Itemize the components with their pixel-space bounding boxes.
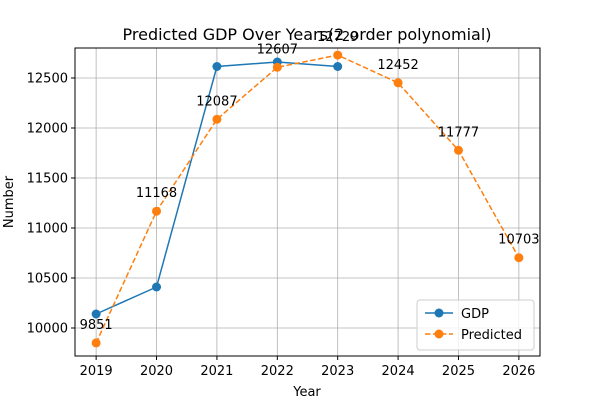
x-tick-label: 2022: [261, 364, 294, 379]
grid: [75, 48, 540, 356]
data-point-gdp: [212, 62, 222, 71]
series-line-predicted: [95, 54, 520, 344]
x-axis-label: Year: [292, 385, 321, 400]
legend: GDP Predicted: [416, 299, 535, 351]
series-layer: [91, 50, 524, 348]
data-label: 12452: [377, 58, 418, 73]
x-tick-label: 2024: [382, 364, 415, 379]
y-tick-label: 11000: [27, 222, 68, 237]
data-point-gdp: [152, 282, 162, 292]
x-tick-label: 2026: [502, 364, 535, 379]
x-tick-label: 2023: [321, 364, 354, 379]
data-point-predicted: [514, 253, 524, 263]
x-axis: 2019 2020 2021 2022 2023 2024 2025 2026: [80, 356, 535, 379]
data-label: 12729: [317, 30, 358, 45]
legend-marker-predicted: [434, 329, 444, 339]
plot-frame: [74, 47, 541, 357]
data-point-predicted: [212, 114, 222, 124]
data-label: 10703: [498, 233, 539, 248]
data-point-gdp: [91, 309, 101, 319]
data-label: 9851: [80, 318, 113, 333]
data-labels: 9851 11168 12087 12607 12729 12452 11777 10703: [80, 30, 540, 333]
y-tick-label: 11500: [27, 172, 68, 187]
y-tick-label: 10000: [27, 322, 68, 337]
legend-label-predicted: Predicted: [461, 328, 522, 343]
y-axis-label: Number: [2, 175, 17, 228]
data-point-predicted: [333, 50, 343, 60]
data-point-predicted: [393, 78, 403, 88]
data-label: 12087: [196, 94, 237, 109]
x-tick-label: 2025: [442, 364, 475, 379]
data-point-predicted: [152, 206, 162, 216]
y-tick-label: 12500: [27, 72, 68, 87]
data-point-predicted: [453, 145, 463, 155]
data-label: 12607: [257, 42, 298, 57]
y-tick-label: 10500: [27, 272, 68, 287]
x-tick-label: 2019: [80, 364, 113, 379]
y-axis: 10000 10500 11000 11500 12000 12500: [27, 72, 75, 337]
data-point-predicted: [272, 62, 282, 72]
data-point-predicted: [91, 338, 101, 348]
data-label: 11168: [136, 186, 177, 201]
chart-title: Predicted GDP Over Years(2 order polynom…: [123, 25, 492, 44]
legend-label-gdp: GDP: [461, 307, 489, 322]
x-tick-label: 2021: [200, 364, 233, 379]
legend-marker-gdp: [434, 308, 444, 318]
x-tick-label: 2020: [140, 364, 173, 379]
y-tick-label: 12000: [27, 122, 68, 137]
data-point-gdp: [333, 62, 343, 71]
data-label: 11777: [438, 125, 479, 140]
